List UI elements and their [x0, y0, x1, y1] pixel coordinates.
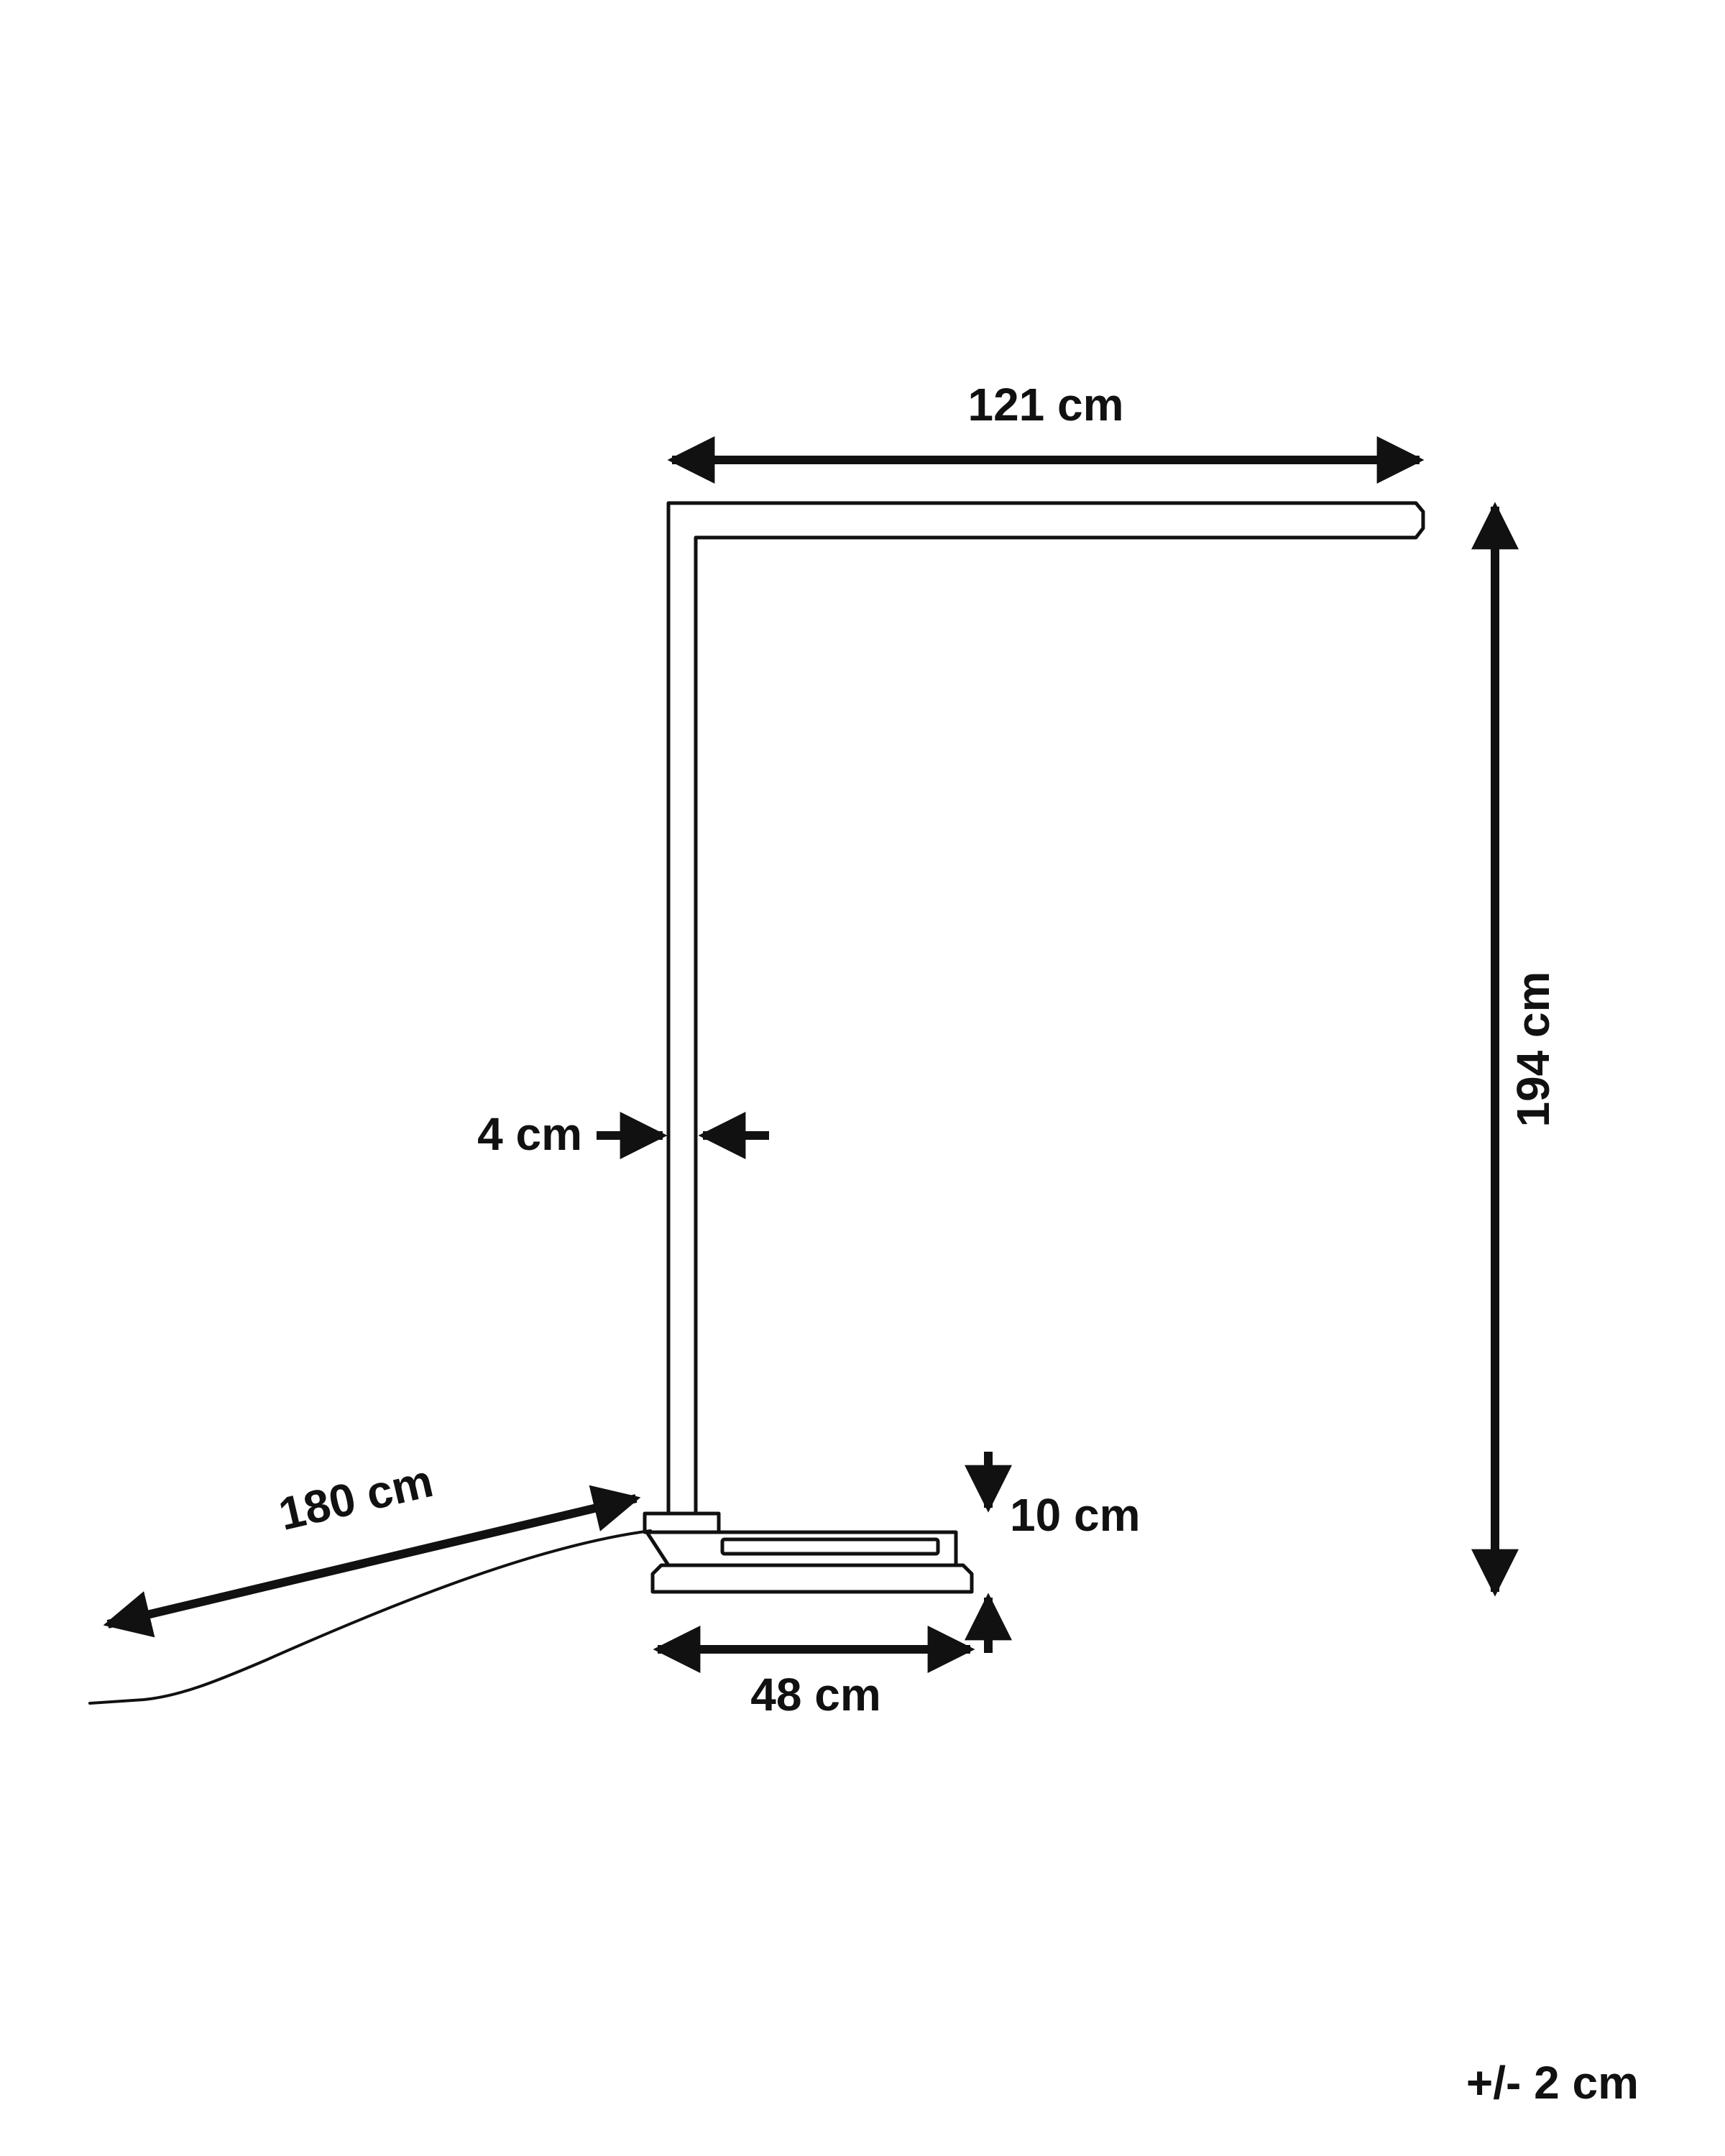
dim-cable-length-label: 180 cm [274, 1455, 438, 1540]
dim-base-width: 48 cm [658, 1649, 970, 1720]
dim-base-height-label: 10 cm [1010, 1489, 1140, 1541]
dim-top-width-label: 121 cm [967, 379, 1123, 430]
dim-base-width-label: 48 cm [750, 1669, 880, 1720]
dim-pole-width: 4 cm [477, 1108, 769, 1160]
dim-top-width: 121 cm [672, 379, 1420, 460]
dimension-diagram: 121 cm 194 cm 4 cm 10 cm 48 cm 180 cm +/… [0, 0, 1725, 2156]
dim-base-height: 10 cm [988, 1452, 1140, 1653]
dim-height: 194 cm [1495, 507, 1559, 1592]
tolerance-label: +/- 2 cm [1466, 2057, 1639, 2109]
dim-pole-width-label: 4 cm [477, 1108, 582, 1160]
dim-cable-length: 180 cm [108, 1455, 636, 1624]
dim-height-label: 194 cm [1507, 971, 1559, 1127]
